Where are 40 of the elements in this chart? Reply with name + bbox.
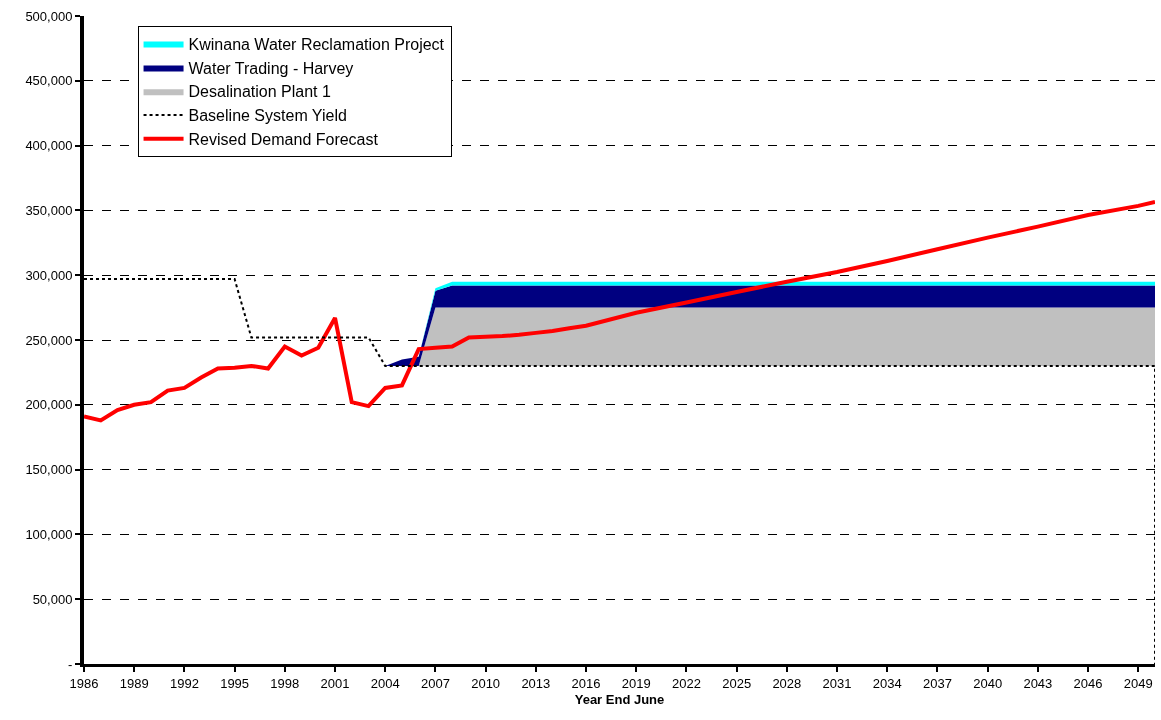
x-tick-label: 1986 xyxy=(69,675,99,691)
x-tick-label: 2013 xyxy=(521,675,551,691)
y-tick-label: 250,000 xyxy=(25,332,73,348)
x-tick-label: 2022 xyxy=(671,675,701,691)
y-tick-label: 150,000 xyxy=(25,462,73,478)
y-tick-label: 400,000 xyxy=(25,138,73,154)
x-tick-label: 2037 xyxy=(922,675,952,691)
x-tick-label: 2016 xyxy=(571,675,601,691)
y-tick-label: 350,000 xyxy=(25,202,73,218)
y-tick-label: 100,000 xyxy=(25,526,73,542)
legend-label: Baseline System Yield xyxy=(188,107,347,125)
x-tick-label: 2028 xyxy=(772,675,802,691)
legend-label: Water Trading - Harvey xyxy=(188,59,354,77)
x-tick-label: 2031 xyxy=(822,675,852,691)
y-tick-label: 300,000 xyxy=(25,267,73,283)
y-tick-label: 500,000 xyxy=(25,8,73,24)
x-tick-label: 2040 xyxy=(973,675,1003,691)
x-tick-label: 2043 xyxy=(1023,675,1053,691)
y-tick-label: - xyxy=(68,656,73,672)
y-tick-label: 450,000 xyxy=(25,73,73,89)
legend-label: Kwinana Water Reclamation Project xyxy=(188,35,445,53)
x-tick-label: 1998 xyxy=(270,675,300,691)
line-series xyxy=(84,199,1155,423)
x-tick-label: 1989 xyxy=(119,675,149,691)
y-tick-label: 200,000 xyxy=(25,397,73,413)
x-tick-label: 1992 xyxy=(169,675,199,691)
x-axis-title: Year End June xyxy=(574,692,665,708)
x-tick-label: 2010 xyxy=(471,675,501,691)
x-tick-label: 2025 xyxy=(722,675,752,691)
x-tick-label: 2007 xyxy=(420,675,450,691)
legend-label: Revised Demand Forecast xyxy=(188,131,379,149)
y-tick-label: 50,000 xyxy=(32,591,73,607)
x-tick-label: 2049 xyxy=(1123,675,1153,691)
x-tick-label: 1995 xyxy=(220,675,250,691)
x-tick-label: 2034 xyxy=(872,675,902,691)
x-tick-label: 2046 xyxy=(1073,675,1103,691)
x-tick-label: 2019 xyxy=(621,675,651,691)
legend-label: Desalination Plant 1 xyxy=(188,83,331,101)
x-tick-label: 2001 xyxy=(320,675,350,691)
x-tick-label: 2004 xyxy=(370,675,400,691)
